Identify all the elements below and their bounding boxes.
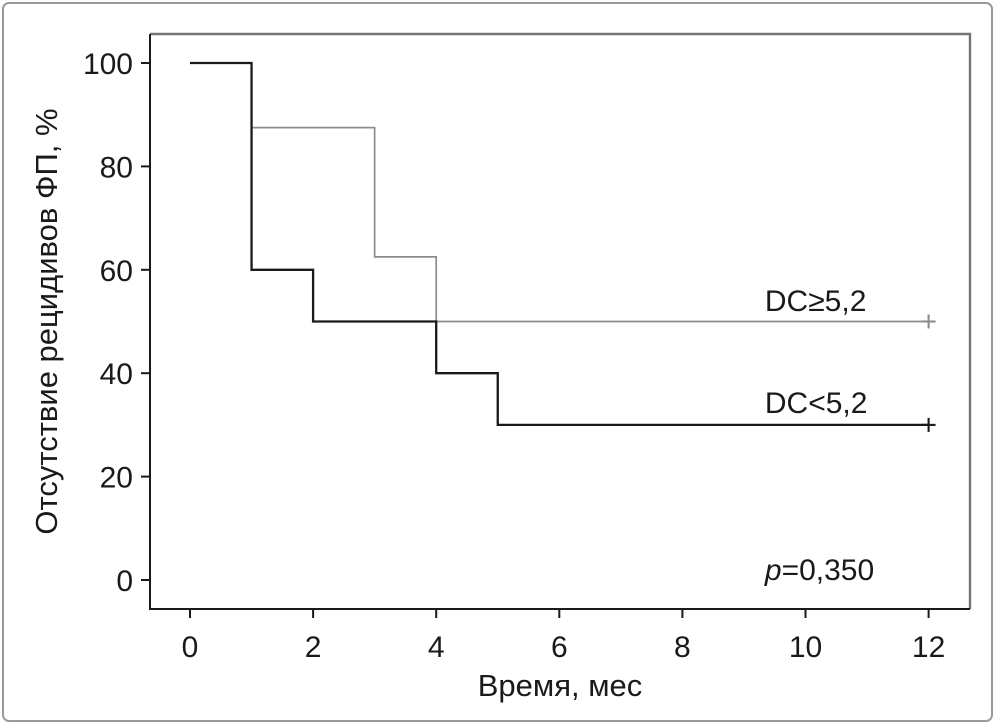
y-tick-label: 100 bbox=[83, 48, 133, 81]
plot-frame-axes bbox=[149, 34, 970, 610]
x-tick-label: 2 bbox=[305, 631, 322, 664]
x-tick-label: 8 bbox=[674, 631, 691, 664]
y-axis-title: Отсутствие рецидивов ФП, % bbox=[29, 108, 64, 534]
y-tick-label: 40 bbox=[100, 358, 133, 391]
censor-mark bbox=[921, 314, 936, 329]
y-tick-label: 80 bbox=[100, 151, 133, 184]
x-tick-label: 12 bbox=[912, 631, 945, 664]
y-axis: 0 20 40 60 80 100 bbox=[83, 48, 150, 598]
x-tick-label: 0 bbox=[182, 631, 199, 664]
x-axis-title: Время, мес bbox=[478, 668, 643, 703]
y-tick-label: 20 bbox=[100, 462, 133, 495]
x-axis: 0 2 4 6 8 10 12 bbox=[182, 609, 945, 664]
survival-curve-lower bbox=[190, 61, 929, 427]
x-tick-label: 10 bbox=[789, 631, 822, 664]
p-value-annotation: p=0,350 bbox=[764, 554, 874, 587]
y-tick-label: 0 bbox=[116, 565, 133, 598]
series-label-upper: DC≥5,2 bbox=[765, 285, 867, 318]
series-label-lower: DC<5,2 bbox=[765, 387, 868, 420]
plot-frame-top-right bbox=[150, 32, 972, 609]
y-tick-label: 60 bbox=[100, 255, 133, 288]
x-tick-label: 6 bbox=[551, 631, 568, 664]
x-tick-label: 4 bbox=[428, 631, 445, 664]
censor-mark bbox=[921, 417, 936, 432]
